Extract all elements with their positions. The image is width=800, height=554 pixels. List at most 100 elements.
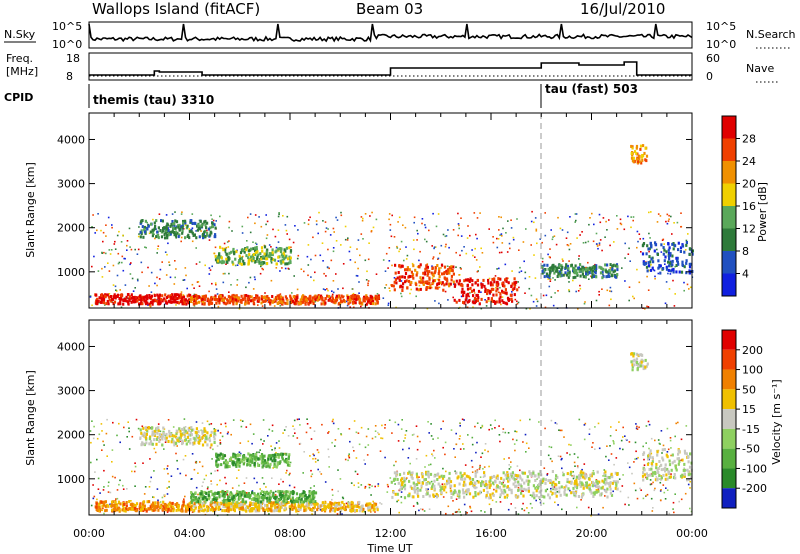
data-cell bbox=[164, 293, 167, 297]
data-cell bbox=[301, 500, 304, 504]
data-speckle bbox=[472, 306, 474, 308]
data-speckle bbox=[585, 266, 587, 269]
data-cell bbox=[551, 491, 554, 495]
data-speckle bbox=[657, 213, 660, 215]
data-speckle bbox=[421, 508, 424, 511]
data-speckle bbox=[566, 244, 569, 246]
data-speckle bbox=[134, 287, 136, 289]
data-cell bbox=[141, 505, 144, 509]
data-speckle bbox=[531, 210, 533, 213]
data-cell bbox=[407, 494, 410, 498]
data-cell bbox=[676, 256, 679, 260]
data-speckle bbox=[409, 462, 411, 465]
data-speckle bbox=[393, 464, 395, 467]
data-cell bbox=[392, 284, 395, 288]
data-cell bbox=[402, 485, 405, 489]
data-cell bbox=[573, 271, 576, 275]
data-speckle bbox=[440, 244, 443, 247]
data-cell bbox=[221, 294, 224, 298]
data-cell bbox=[244, 299, 247, 303]
data-speckle bbox=[91, 304, 93, 307]
data-cell bbox=[202, 504, 206, 508]
data-speckle bbox=[516, 303, 519, 305]
data-cell bbox=[177, 293, 180, 297]
data-cell bbox=[275, 249, 278, 253]
data-cell bbox=[576, 483, 579, 487]
data-cell bbox=[260, 490, 263, 494]
data-cell bbox=[252, 507, 255, 511]
data-cell bbox=[595, 479, 598, 483]
data-speckle bbox=[598, 447, 601, 450]
data-cell bbox=[249, 501, 252, 505]
data-speckle bbox=[526, 507, 528, 509]
data-cell bbox=[516, 288, 519, 292]
data-cell bbox=[358, 505, 361, 509]
data-speckle bbox=[240, 425, 243, 428]
data-speckle bbox=[675, 422, 677, 425]
data-speckle bbox=[484, 299, 486, 301]
data-cell bbox=[416, 487, 419, 491]
data-speckle bbox=[341, 496, 344, 499]
data-cell bbox=[443, 283, 446, 287]
data-cell bbox=[201, 300, 204, 304]
data-speckle bbox=[384, 270, 387, 272]
data-speckle bbox=[249, 213, 252, 215]
data-cell bbox=[429, 286, 432, 290]
data-cell bbox=[98, 502, 101, 506]
data-speckle bbox=[282, 432, 284, 434]
data-cell bbox=[538, 496, 541, 499]
data-cell bbox=[426, 280, 429, 284]
data-speckle bbox=[456, 510, 459, 513]
data-cell bbox=[397, 271, 400, 274]
data-cell bbox=[350, 294, 353, 298]
data-speckle bbox=[259, 488, 261, 490]
data-cell bbox=[222, 498, 226, 502]
data-cell bbox=[172, 509, 175, 513]
data-cell bbox=[240, 299, 243, 302]
data-cell bbox=[113, 504, 116, 508]
data-speckle bbox=[216, 469, 219, 472]
data-speckle bbox=[622, 426, 624, 429]
data-speckle bbox=[418, 284, 421, 287]
data-cell bbox=[485, 495, 488, 499]
data-cell bbox=[247, 301, 250, 305]
data-speckle bbox=[474, 425, 476, 428]
data-cell bbox=[450, 278, 453, 282]
data-speckle bbox=[480, 307, 483, 310]
data-cell bbox=[595, 484, 598, 488]
data-cell bbox=[302, 294, 305, 298]
data-cell bbox=[538, 482, 541, 486]
data-cell bbox=[316, 508, 319, 512]
data-speckle bbox=[632, 219, 634, 222]
data-speckle bbox=[340, 211, 342, 214]
data-speckle bbox=[529, 418, 531, 421]
data-cell bbox=[578, 474, 581, 478]
data-speckle bbox=[442, 446, 444, 449]
data-cell bbox=[594, 271, 597, 275]
data-cell bbox=[329, 504, 332, 508]
data-speckle bbox=[135, 418, 138, 421]
data-cell bbox=[167, 228, 170, 232]
data-speckle bbox=[599, 239, 602, 241]
data-cell bbox=[227, 495, 230, 499]
data-speckle bbox=[609, 435, 612, 437]
data-cell bbox=[347, 505, 350, 509]
data-speckle bbox=[364, 463, 366, 465]
data-speckle bbox=[212, 448, 214, 451]
data-speckle bbox=[121, 255, 124, 258]
data-cell bbox=[182, 221, 185, 225]
data-cell bbox=[555, 474, 558, 478]
data-cell bbox=[119, 299, 122, 302]
data-speckle bbox=[279, 270, 281, 272]
data-cell bbox=[139, 235, 142, 239]
data-cell bbox=[177, 504, 180, 508]
data-cell bbox=[211, 221, 214, 225]
data-cell bbox=[217, 257, 221, 261]
data-speckle bbox=[293, 419, 296, 422]
data-cell bbox=[583, 472, 586, 476]
data-cell bbox=[151, 505, 154, 509]
data-speckle bbox=[147, 266, 149, 269]
data-cell bbox=[440, 272, 444, 276]
data-cell bbox=[279, 491, 282, 495]
data-speckle bbox=[413, 433, 415, 436]
